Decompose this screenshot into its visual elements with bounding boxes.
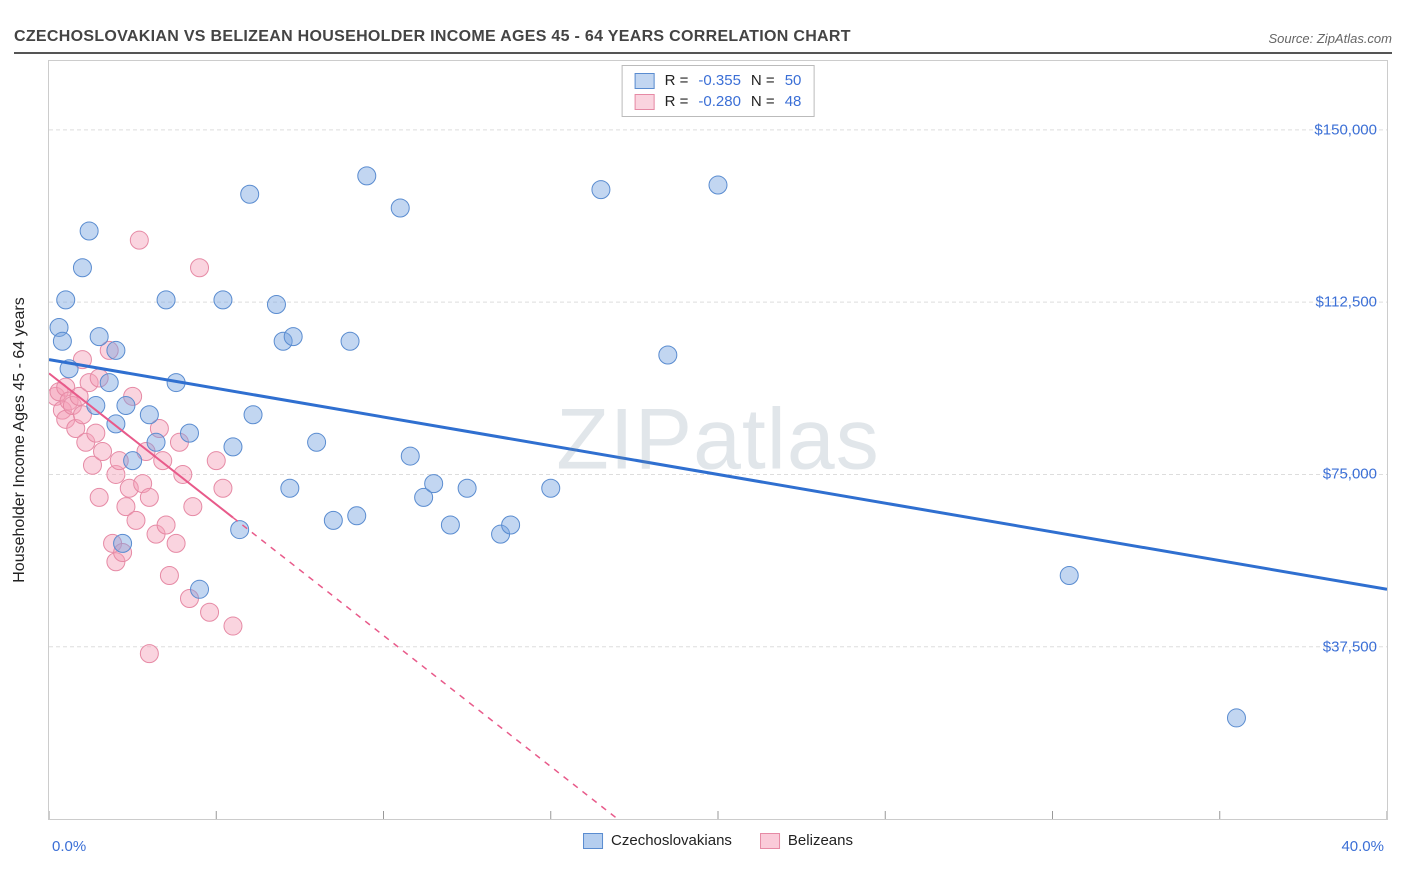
stats-legend: R = -0.355 N = 50 R = -0.280 N = 48 bbox=[622, 65, 815, 117]
stats-n-label-0: N = bbox=[751, 72, 775, 89]
y-tick-label: $37,500 bbox=[1323, 638, 1377, 655]
bottom-legend-label-1: Belizeans bbox=[788, 832, 853, 849]
chart-container: CZECHOSLOVAKIAN VS BELIZEAN HOUSEHOLDER … bbox=[0, 0, 1406, 892]
bottom-legend-item-0: Czechoslovakians bbox=[583, 832, 732, 849]
plot-area: ZIPatlas R = -0.355 N = 50 R = -0.280 N … bbox=[48, 60, 1388, 820]
bottom-swatch-0 bbox=[583, 833, 603, 849]
source-value: ZipAtlas.com bbox=[1317, 31, 1392, 46]
x-max-label: 40.0% bbox=[1341, 838, 1384, 855]
stats-r-value-0: -0.355 bbox=[698, 72, 741, 89]
stats-r-label-0: R = bbox=[665, 72, 689, 89]
plot-svg bbox=[49, 61, 1387, 819]
stats-r-value-1: -0.280 bbox=[698, 93, 741, 110]
chart-title: CZECHOSLOVAKIAN VS BELIZEAN HOUSEHOLDER … bbox=[14, 28, 851, 46]
y-tick-label: $112,500 bbox=[1316, 294, 1377, 311]
stats-n-label-1: N = bbox=[751, 93, 775, 110]
stats-n-value-0: 50 bbox=[785, 72, 802, 89]
stats-r-label-1: R = bbox=[665, 93, 689, 110]
y-axis-label-container: Householder Income Ages 45 - 64 years bbox=[8, 60, 32, 820]
stats-swatch-0 bbox=[635, 73, 655, 89]
bottom-swatch-1 bbox=[760, 833, 780, 849]
bottom-legend: Czechoslovakians Belizeans bbox=[583, 832, 853, 849]
source-label: Source: ZipAtlas.com bbox=[1268, 31, 1392, 46]
stats-row-1: R = -0.280 N = 48 bbox=[635, 91, 802, 112]
x-axis-bar: 0.0% Czechoslovakians Belizeans 40.0% bbox=[48, 824, 1388, 874]
source-prefix: Source: bbox=[1268, 31, 1316, 46]
x-min-label: 0.0% bbox=[52, 838, 86, 855]
stats-swatch-1 bbox=[635, 94, 655, 110]
stats-row-0: R = -0.355 N = 50 bbox=[635, 70, 802, 91]
title-bar: CZECHOSLOVAKIAN VS BELIZEAN HOUSEHOLDER … bbox=[14, 18, 1392, 54]
y-tick-label: $75,000 bbox=[1323, 466, 1377, 483]
bottom-legend-item-1: Belizeans bbox=[760, 832, 853, 849]
stats-n-value-1: 48 bbox=[785, 93, 802, 110]
bottom-legend-label-0: Czechoslovakians bbox=[611, 832, 732, 849]
y-tick-label: $150,000 bbox=[1314, 121, 1377, 138]
y-axis-label: Householder Income Ages 45 - 64 years bbox=[11, 297, 29, 583]
